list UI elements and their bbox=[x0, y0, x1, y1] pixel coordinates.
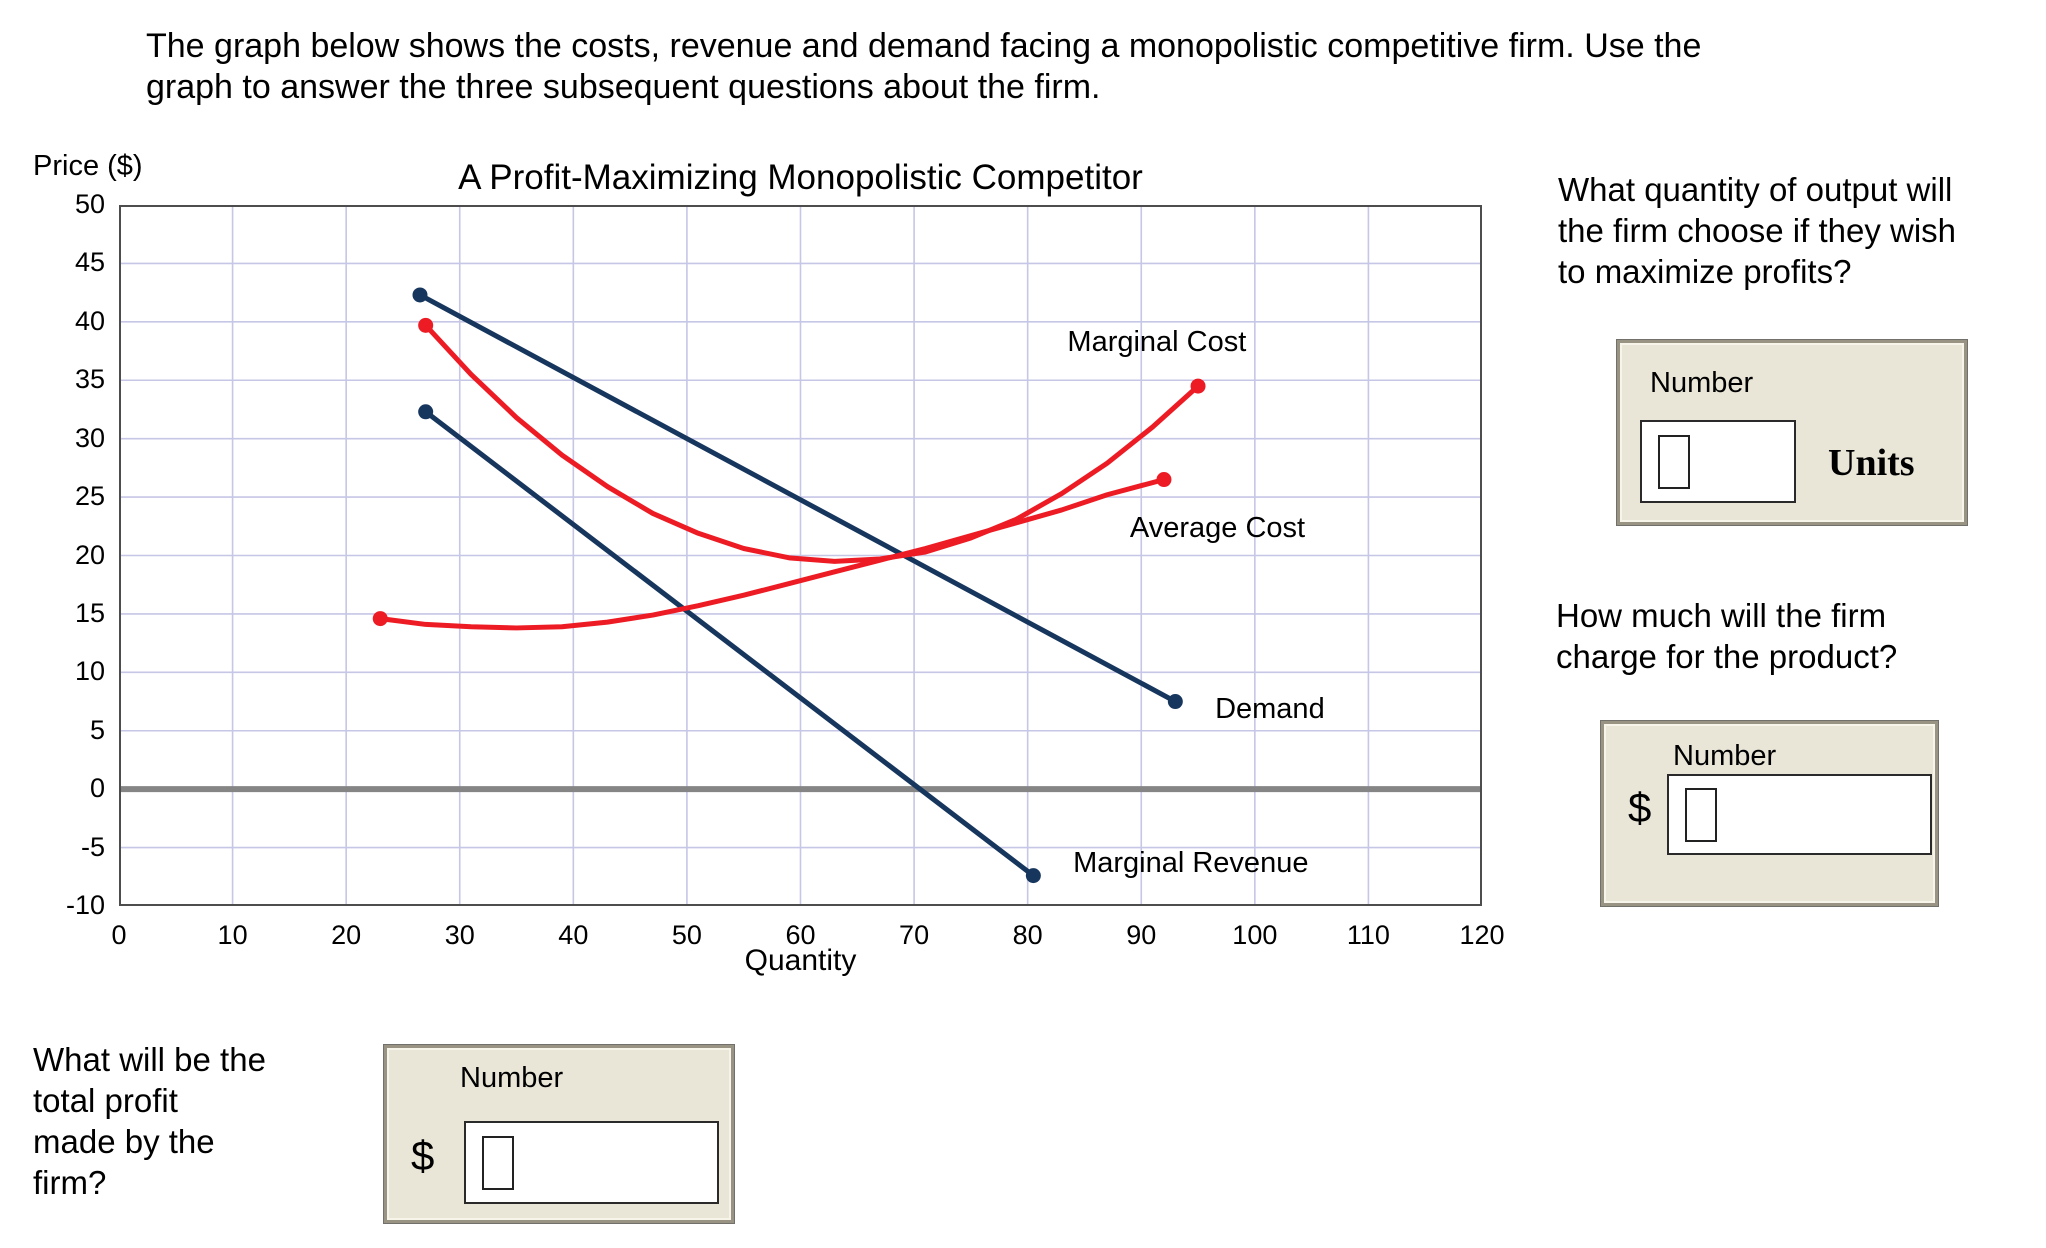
marginal-cost-line bbox=[423, 322, 1201, 564]
number-label: Number bbox=[1650, 367, 1754, 399]
chart-title: A Profit-Maximizing Monopolistic Competi… bbox=[458, 158, 1143, 197]
average-cost-label: Average Cost bbox=[1129, 511, 1306, 544]
x-tick-label: 60 bbox=[785, 920, 816, 950]
y-tick-label: 5 bbox=[89, 714, 105, 745]
marginal-revenue-endpoint-dot bbox=[418, 404, 434, 420]
answer-panel-quantity: Number Units bbox=[1617, 340, 1967, 525]
y-tick-label: 30 bbox=[74, 422, 105, 453]
y-tick-label: 40 bbox=[74, 305, 105, 336]
units-label: Units bbox=[1828, 442, 1915, 484]
y-tick-label: -10 bbox=[65, 890, 105, 920]
x-tick-label: 100 bbox=[1232, 920, 1278, 950]
marginal-cost-endpoint-dot bbox=[1190, 378, 1206, 394]
y-tick-label: 35 bbox=[74, 364, 105, 395]
marginal-cost-label: Marginal Cost bbox=[1067, 325, 1247, 358]
x-tick-label: 40 bbox=[558, 920, 589, 950]
dollar-sign: $ bbox=[1628, 784, 1652, 831]
y-axis-label: Price ($) bbox=[33, 150, 143, 182]
x-tick-label: 90 bbox=[1126, 920, 1157, 950]
y-tick-label: 20 bbox=[74, 539, 105, 570]
demand-endpoint-dot bbox=[412, 287, 428, 303]
x-tick-label: 80 bbox=[1012, 920, 1043, 950]
question-profit: What will be the total profit made by th… bbox=[33, 1041, 266, 1201]
average-cost-line bbox=[377, 477, 1167, 631]
profit-answer-input[interactable] bbox=[464, 1121, 719, 1204]
marginal-revenue-label: Marginal Revenue bbox=[1073, 846, 1309, 879]
y-tick-label: 10 bbox=[74, 656, 105, 687]
x-tick-label: 120 bbox=[1459, 920, 1505, 950]
number-label: Number bbox=[1673, 740, 1777, 772]
average-cost-endpoint-dot bbox=[1156, 472, 1172, 488]
y-tick-label: 50 bbox=[74, 189, 105, 219]
x-tick-label: 10 bbox=[217, 920, 248, 950]
x-tick-label: 110 bbox=[1346, 920, 1390, 950]
number-label: Number bbox=[460, 1062, 564, 1094]
dollar-sign: $ bbox=[411, 1132, 435, 1179]
x-tick-label: 30 bbox=[444, 920, 475, 950]
demand-line bbox=[417, 292, 1178, 705]
average-cost-endpoint-dot bbox=[372, 611, 388, 627]
question-price: How much will the firm charge for the pr… bbox=[1556, 597, 1898, 675]
y-tick-label: -5 bbox=[80, 831, 105, 862]
x-tick-label: 20 bbox=[331, 920, 362, 950]
demand-endpoint-dot bbox=[1167, 694, 1183, 710]
marginal-revenue-endpoint-dot bbox=[1025, 868, 1041, 884]
marginal-revenue-line bbox=[423, 409, 1036, 879]
price-answer-input[interactable] bbox=[1667, 774, 1932, 855]
quantity-answer-input[interactable] bbox=[1640, 420, 1796, 503]
plot-frame bbox=[119, 205, 1482, 906]
answer-panel-profit: Number $ bbox=[384, 1045, 734, 1223]
input-cursor-box bbox=[482, 1135, 514, 1190]
instructions-text: The graph below shows the costs, revenue… bbox=[146, 27, 1702, 106]
x-axis-label: Quantity bbox=[744, 944, 857, 977]
y-tick-label: 15 bbox=[74, 597, 105, 628]
question-quantity: What quantity of output will the firm ch… bbox=[1558, 171, 1956, 290]
answer-panel-price: Number $ bbox=[1601, 721, 1938, 906]
y-tick-label: 25 bbox=[74, 481, 105, 512]
demand-label: Demand bbox=[1215, 692, 1325, 725]
x-tick-label: 0 bbox=[111, 920, 127, 950]
x-tick-label: 50 bbox=[671, 920, 702, 950]
input-cursor-box bbox=[1658, 434, 1690, 489]
chart-canvas bbox=[119, 205, 1482, 906]
chart: Price ($) A Profit-Maximizing Monopolist… bbox=[33, 150, 1505, 977]
y-tick-label: 0 bbox=[89, 773, 105, 804]
marginal-cost-endpoint-dot bbox=[418, 317, 434, 333]
input-cursor-box bbox=[1685, 787, 1717, 842]
y-tick-label: 45 bbox=[74, 247, 105, 278]
x-tick-label: 70 bbox=[899, 920, 930, 950]
